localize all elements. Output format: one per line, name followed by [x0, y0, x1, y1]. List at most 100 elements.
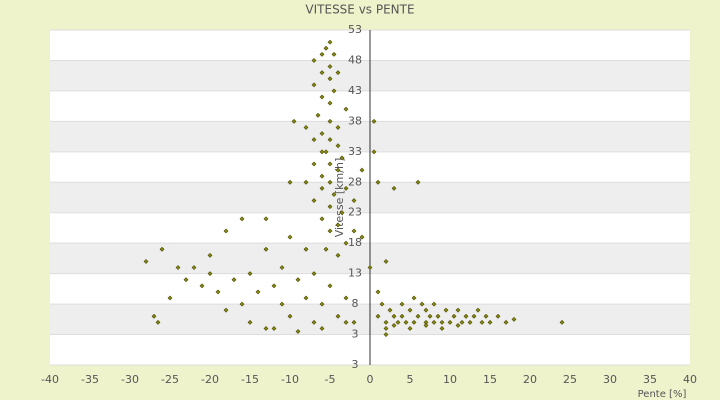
- data-point: [487, 319, 493, 325]
- data-point: [367, 265, 373, 270]
- data-point: [223, 307, 229, 313]
- x-tick-label: -30: [121, 373, 139, 386]
- data-point: [319, 94, 325, 100]
- data-point: [331, 192, 337, 197]
- data-point: [375, 179, 381, 185]
- data-point: [407, 307, 413, 313]
- data-point: [155, 319, 161, 325]
- data-point: [311, 271, 317, 277]
- data-point: [391, 185, 397, 191]
- data-point: [475, 307, 481, 313]
- y-tick-label: 28: [348, 175, 362, 188]
- data-point: [335, 70, 341, 76]
- data-point: [327, 179, 333, 185]
- data-point: [407, 326, 413, 331]
- x-tick-label: 10: [443, 373, 457, 386]
- data-point: [391, 313, 397, 319]
- x-tick-label: -35: [81, 373, 99, 386]
- data-point: [455, 307, 461, 313]
- data-point: [483, 313, 489, 319]
- data-point: [159, 246, 165, 252]
- data-point: [295, 329, 301, 334]
- x-tick-label: -15: [241, 373, 259, 386]
- data-point: [511, 316, 517, 322]
- data-point: [303, 246, 309, 252]
- data-point: [375, 289, 381, 295]
- data-point: [319, 70, 325, 76]
- data-point: [319, 326, 325, 331]
- data-point: [327, 118, 333, 124]
- data-point: [423, 322, 429, 328]
- data-point: [467, 319, 473, 325]
- data-point: [359, 234, 365, 240]
- data-point: [223, 228, 229, 234]
- data-point: [167, 295, 173, 301]
- data-point: [439, 319, 445, 325]
- data-point: [327, 228, 333, 234]
- data-point: [419, 301, 425, 307]
- data-point: [455, 322, 461, 328]
- x-tick-label: 20: [523, 373, 537, 386]
- data-point: [399, 313, 405, 319]
- data-point: [391, 322, 397, 328]
- data-point: [319, 149, 325, 155]
- data-point: [379, 301, 385, 307]
- data-point: [411, 319, 417, 325]
- data-point: [431, 319, 437, 325]
- data-point: [335, 222, 341, 228]
- data-point: [327, 64, 333, 69]
- y-tick-label: 3: [352, 358, 359, 371]
- data-point: [323, 45, 329, 51]
- data-point: [343, 295, 349, 301]
- data-point: [279, 301, 285, 307]
- data-point: [503, 319, 509, 325]
- x-tick-label: -5: [325, 373, 336, 386]
- data-point: [287, 234, 293, 240]
- data-point: [479, 319, 485, 325]
- data-point: [323, 149, 329, 155]
- data-point: [327, 137, 333, 143]
- data-point: [327, 100, 333, 106]
- data-point: [351, 319, 357, 325]
- data-point: [403, 319, 409, 325]
- data-point: [335, 252, 341, 258]
- data-point: [427, 313, 433, 319]
- data-point: [343, 240, 349, 246]
- data-point: [335, 125, 341, 130]
- data-point: [327, 161, 333, 167]
- data-point: [335, 167, 341, 173]
- data-point: [311, 161, 317, 167]
- y-tick-label: 48: [348, 53, 362, 66]
- data-point: [263, 216, 269, 222]
- data-point: [207, 271, 213, 277]
- data-point: [319, 185, 325, 191]
- data-point: [327, 76, 333, 82]
- data-point: [239, 216, 245, 222]
- data-point: [255, 289, 261, 295]
- data-point: [415, 313, 421, 319]
- data-point: [327, 39, 333, 45]
- data-point: [331, 51, 337, 57]
- data-point: [375, 313, 381, 319]
- data-point: [151, 313, 157, 319]
- data-point: [439, 326, 445, 331]
- y-tick-label: 33: [348, 145, 362, 158]
- data-point: [383, 319, 389, 325]
- data-point: [351, 198, 357, 203]
- data-point: [359, 167, 365, 173]
- data-point: [215, 289, 221, 295]
- data-point: [303, 295, 309, 301]
- data-point: [199, 283, 205, 289]
- data-point: [291, 118, 297, 124]
- chart-title: VITESSE vs PENTE: [305, 3, 414, 17]
- data-point: [331, 88, 337, 94]
- data-point: [315, 112, 321, 118]
- data-point: [327, 204, 333, 210]
- data-point: [463, 313, 469, 319]
- x-tick-label: 25: [563, 373, 577, 386]
- data-point: [319, 51, 325, 57]
- x-tick-label: 5: [407, 373, 414, 386]
- data-point: [295, 277, 301, 283]
- x-tick-label: 40: [683, 373, 697, 386]
